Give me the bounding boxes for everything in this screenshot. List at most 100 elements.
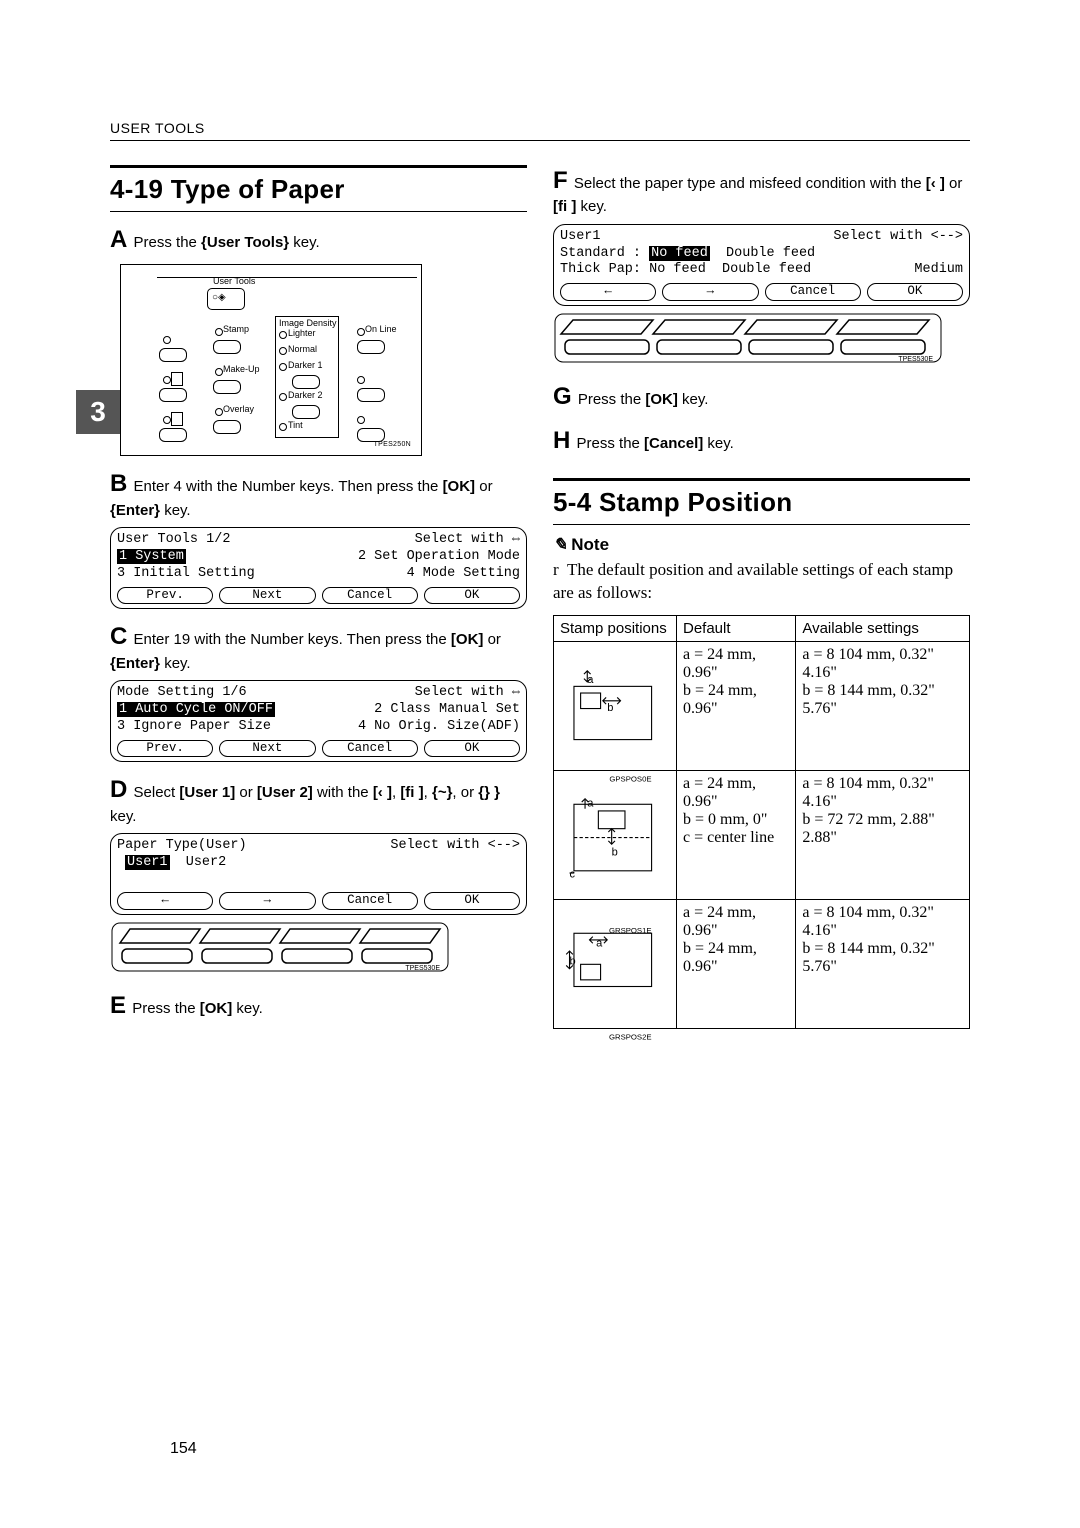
step-letter: G bbox=[553, 381, 572, 413]
lcd-highlight-user1: User1 bbox=[125, 855, 170, 870]
lcd-text: 2 Set Operation Mode bbox=[358, 549, 520, 566]
step-b-pre: Enter 4 with the Number keys. Then press… bbox=[134, 478, 443, 495]
lcd-cancel-button[interactable]: Cancel bbox=[765, 283, 861, 301]
lcd-cancel-button[interactable]: Cancel bbox=[322, 892, 418, 910]
lcd-left-button[interactable]: ← bbox=[117, 892, 213, 910]
step-d-pre: Select bbox=[134, 784, 180, 801]
key-label: {} } bbox=[478, 784, 500, 801]
note-body: rThe default position and available sett… bbox=[553, 559, 970, 605]
led-icon bbox=[357, 328, 365, 336]
step-letter: H bbox=[553, 425, 570, 457]
led-icon bbox=[215, 368, 223, 376]
enter-key-label: {Enter} bbox=[110, 655, 160, 672]
step-d-post: key. bbox=[110, 808, 136, 825]
led-icon bbox=[279, 331, 287, 339]
keys-svg: TPES530E bbox=[553, 312, 943, 364]
panel-button bbox=[159, 388, 187, 402]
lcd-prev-button[interactable]: Prev. bbox=[117, 740, 213, 758]
panel-button bbox=[213, 340, 241, 354]
step-letter: D bbox=[110, 774, 127, 806]
lcd-ok-button[interactable]: OK bbox=[424, 740, 520, 758]
physical-keys-figure: TPES530E bbox=[553, 312, 970, 369]
panel-button bbox=[292, 405, 320, 419]
step-letter: E bbox=[110, 990, 126, 1022]
step-letter: B bbox=[110, 468, 127, 500]
lcd-ok-button[interactable]: OK bbox=[424, 587, 520, 605]
lcd-next-button[interactable]: Next bbox=[219, 587, 315, 605]
lcd-text: 3 Initial Setting bbox=[117, 566, 255, 583]
lcd-text: Select with <--> bbox=[833, 229, 963, 246]
panel-button bbox=[159, 428, 187, 442]
lcd-text: User1 bbox=[560, 229, 601, 246]
user2-label: [User 2] bbox=[257, 784, 313, 801]
ok-key-label: [OK] bbox=[200, 1000, 233, 1017]
lcd-cancel-button[interactable]: Cancel bbox=[322, 587, 418, 605]
physical-keys-figure: TPES530E bbox=[110, 921, 527, 978]
lcd-text: 2 Class Manual Set bbox=[374, 702, 520, 719]
step-c: C Enter 19 with the Number keys. Then pr… bbox=[110, 621, 527, 674]
lcd-highlight-nofeed: No feed bbox=[649, 246, 710, 261]
available-cell: a = 8 104 mm, 0.32" 4.16" b = 72 72 mm, … bbox=[796, 770, 970, 899]
step-f-pre: Select the paper type and misfeed condit… bbox=[574, 175, 926, 192]
lcd-left-button[interactable]: ← bbox=[560, 283, 656, 301]
lcd-text: User Tools 1/2 bbox=[117, 532, 230, 549]
lcd-prev-button[interactable]: Prev. bbox=[117, 587, 213, 605]
lcd-screen-b: User Tools 1/2Select with ⇔ 1 System2 Se… bbox=[110, 527, 527, 609]
table-row: a b c GRSPOS1E a = 24 mm, 0.96" b = 0 mm… bbox=[554, 770, 970, 899]
led-icon bbox=[279, 363, 287, 371]
svg-text:GRSPOS2E: GRSPOS2E bbox=[609, 1032, 652, 1041]
panel-button bbox=[213, 380, 241, 394]
th-stamp-positions: Stamp positions bbox=[554, 615, 677, 641]
default-cell: a = 24 mm, 0.96" b = 24 mm, 0.96" bbox=[677, 899, 796, 1028]
makeup-label: Make-Up bbox=[223, 364, 260, 374]
lighter-label: Lighter bbox=[288, 328, 316, 338]
step-letter: C bbox=[110, 621, 127, 653]
lcd-ok-button[interactable]: OK bbox=[424, 892, 520, 910]
lcd-text: Select with ⇔ bbox=[415, 685, 520, 702]
step-d: D Select [User 1] or [User 2] with the [… bbox=[110, 774, 527, 827]
available-cell: a = 8 104 mm, 0.32" 4.16" b = 8 144 mm, … bbox=[796, 899, 970, 1028]
normal-label: Normal bbox=[288, 344, 317, 354]
svg-text:b: b bbox=[607, 701, 613, 713]
lcd-right-button[interactable]: → bbox=[219, 892, 315, 910]
lcd-highlight-autocycle: 1 Auto Cycle ON/OFF bbox=[117, 702, 275, 717]
step-letter: F bbox=[553, 165, 568, 197]
lcd-text: Paper Type(User) bbox=[117, 838, 247, 855]
table-row: a b GRSPOS2E a = 24 mm, 0.96" b = 24 mm,… bbox=[554, 899, 970, 1028]
panel-icon bbox=[171, 412, 183, 426]
led-icon bbox=[215, 328, 223, 336]
header-rule bbox=[110, 140, 970, 141]
section-rule bbox=[553, 524, 970, 525]
step-g-post: key. bbox=[678, 391, 709, 408]
step-e-post: key. bbox=[232, 1000, 263, 1017]
chapter-tab: 3 bbox=[76, 390, 120, 434]
lcd-ok-button[interactable]: OK bbox=[867, 283, 963, 301]
enter-key-label: {Enter} bbox=[110, 502, 160, 519]
lcd-cancel-button[interactable]: Cancel bbox=[322, 740, 418, 758]
right-column: F Select the paper type and misfeed cond… bbox=[553, 145, 970, 1029]
lcd-text: Thick Pap: bbox=[560, 262, 641, 277]
lcd-right-button[interactable]: → bbox=[662, 283, 758, 301]
lcd-text: Select with ⇔ bbox=[415, 532, 520, 549]
panel-button bbox=[292, 375, 320, 389]
svg-text:c: c bbox=[570, 868, 576, 880]
step-a-post: key. bbox=[289, 234, 320, 251]
stamp-diagram-2: a b c GRSPOS1E bbox=[554, 770, 677, 899]
lcd-next-button[interactable]: Next bbox=[219, 740, 315, 758]
arrow-key-label: [fi ] bbox=[400, 784, 423, 801]
led-icon bbox=[279, 347, 287, 355]
user-tools-button-icon: ○◈ bbox=[207, 288, 245, 310]
overlay-label: Overlay bbox=[223, 404, 254, 414]
lcd-text: Double feed bbox=[726, 246, 815, 261]
table-row: a b GPSPOS0E a = 24 mm, 0.96" b = 24 mm,… bbox=[554, 641, 970, 770]
led-icon bbox=[163, 416, 171, 424]
lcd-text: No feed bbox=[649, 262, 706, 277]
step-h: H Press the [Cancel] key. bbox=[553, 425, 970, 457]
stamp-label: Stamp bbox=[223, 324, 249, 334]
panel-button bbox=[159, 348, 187, 362]
panel-usertools-label: User Tools bbox=[213, 276, 255, 286]
led-icon bbox=[215, 408, 223, 416]
step-b: B Enter 4 with the Number keys. Then pre… bbox=[110, 468, 527, 521]
tint-label: Tint bbox=[288, 420, 303, 430]
led-icon bbox=[357, 416, 365, 424]
